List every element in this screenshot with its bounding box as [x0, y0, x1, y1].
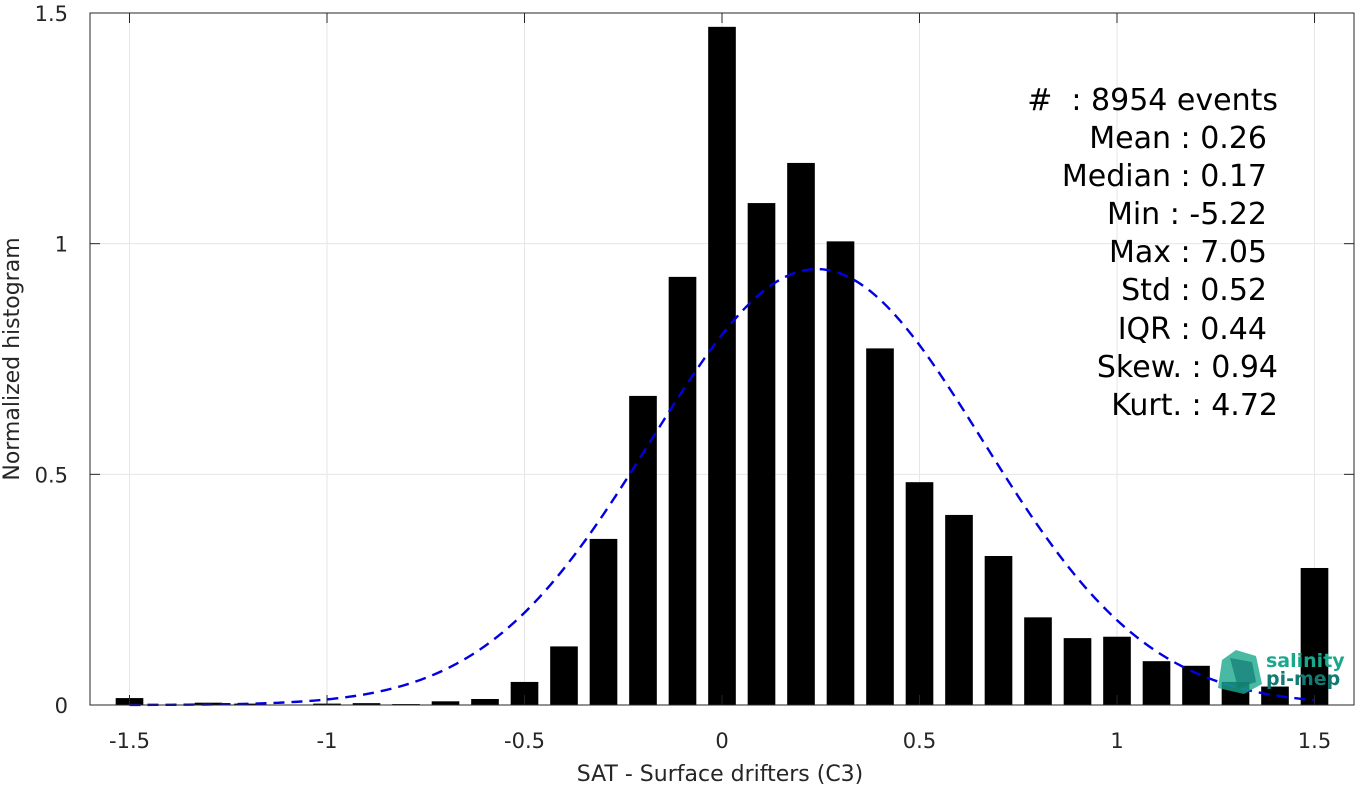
x-tick-label: -1 [317, 729, 338, 753]
histogram-bar [471, 699, 499, 705]
stats-min: Min : -5.22 [1107, 197, 1267, 232]
axes-box [89, 12, 1355, 706]
histogram-bar [510, 681, 539, 705]
stats-count: # : 8954 events [1027, 83, 1278, 118]
y-tick-label: 0.5 [35, 463, 68, 487]
histogram-bar [352, 703, 381, 705]
salinity-pimep-logo: salinity pi-mep [1218, 650, 1345, 694]
fit-curve-line [129, 267, 1315, 707]
stats-median: Median : 0.17 [1062, 159, 1267, 194]
histogram-bar [589, 538, 618, 705]
histogram-bar [984, 555, 1013, 705]
normal-fit-curve [129, 267, 1315, 707]
histogram-bar [629, 395, 657, 705]
histogram-bar [708, 26, 736, 705]
x-tick-label: 0.5 [903, 729, 936, 753]
y-tick-label: 1.5 [35, 2, 68, 26]
stats-kurt: Kurt. : 4.72 [1111, 388, 1278, 423]
histogram-bar [1142, 661, 1171, 705]
stats-iqr: IQR : 0.44 [1118, 312, 1267, 347]
histogram-bar [1182, 665, 1210, 705]
x-tick-label: -0.5 [504, 729, 545, 753]
histogram-bar [945, 514, 973, 705]
histogram-bar [826, 241, 855, 706]
stats-mean: Mean : 0.26 [1089, 121, 1267, 156]
histogram-bar [1261, 686, 1289, 705]
x-tick-label: 1.5 [1298, 729, 1331, 753]
histogram-bar [787, 162, 815, 705]
histogram-bar [747, 203, 776, 705]
x-tick-label: 0 [715, 729, 728, 753]
histogram-bar [550, 646, 578, 705]
x-tick-label: 1 [1110, 729, 1123, 753]
histogram-bar [431, 701, 460, 705]
histogram-bar [1063, 638, 1092, 705]
stats-max: Max : 7.05 [1109, 235, 1267, 270]
histogram-bar [905, 482, 934, 705]
histogram-bar [1300, 567, 1329, 705]
stats-box: # : 8954 events Mean : 0.26 Median : 0.1… [1027, 83, 1278, 423]
logo-text-pimep: pi-mep [1266, 668, 1340, 690]
stats-std: Std : 0.52 [1121, 273, 1267, 308]
stats-skew: Skew. : 0.94 [1097, 350, 1278, 385]
x-axis-title: SAT - Surface drifters (C3) [577, 762, 864, 785]
histogram-bar [1103, 636, 1131, 705]
histogram-bar [668, 276, 697, 705]
logo-text-salinity: salinity [1266, 650, 1345, 672]
y-tick-label: 0 [55, 694, 68, 718]
y-axis-title: Normalized histogram [0, 237, 25, 480]
histogram-bars [115, 26, 1329, 706]
y-tick-label: 1 [55, 233, 68, 257]
histogram-bar [1024, 617, 1052, 705]
tick-labels: -1.5 -1 -0.5 0 0.5 1 1.5 0 0.5 1 1.5 [35, 2, 1332, 753]
histogram-bar [866, 348, 894, 705]
x-tick-label: -1.5 [109, 729, 150, 753]
